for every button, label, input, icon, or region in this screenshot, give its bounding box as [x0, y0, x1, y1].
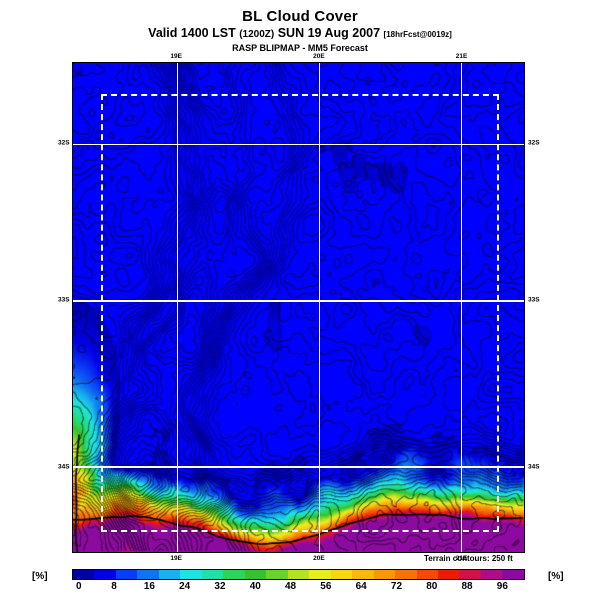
colorbar-swatch	[395, 570, 417, 579]
graticule-meridian	[318, 63, 321, 552]
colorbar-swatch	[502, 570, 524, 579]
colorbar-tick: 8	[111, 581, 117, 592]
colorbar-swatch	[201, 570, 224, 579]
colorbar-swatch	[330, 570, 353, 579]
graticule-meridian	[460, 63, 463, 552]
graticule-meridian	[176, 63, 179, 552]
graticule-parallel	[73, 300, 524, 302]
longitude-tick-label: 20E	[313, 555, 325, 562]
colorbar-unit-left: [%]	[32, 571, 48, 582]
longitude-tick-label: 21E	[455, 555, 468, 562]
colorbar-tick: 96	[496, 581, 508, 592]
colorbar-legend: [%] [%] 0 8 16 24 32 40 48 56 64 72 80 88 96	[0, 568, 600, 600]
longitude-tick-label: 19E	[170, 53, 182, 60]
colorbar-tick: 64	[355, 581, 367, 592]
colorbar-swatch	[437, 570, 460, 579]
page-title: BL Cloud Cover	[242, 8, 358, 25]
model-source-line: RASP BLIPMAP - MM5 Forecast	[232, 43, 368, 53]
colorbar-tick: 40	[249, 581, 261, 592]
valid-time-local: Valid 1400 LST	[148, 26, 236, 40]
longitude-tick-label: 20E	[313, 53, 325, 60]
colorbar-gradient[interactable]	[72, 569, 525, 580]
colorbar-swatch	[416, 570, 438, 579]
map-plot-area[interactable]	[72, 62, 525, 553]
valid-time-line: Valid 1400 LST (1200Z) SUN 19 Aug 2007 […	[0, 26, 600, 42]
valid-time-utc: (1200Z)	[239, 29, 275, 40]
cloud-cover-heatmap	[73, 63, 524, 552]
latitude-tick-label: 34S	[58, 463, 70, 471]
forecast-stamp: [18hrFcst@0019z]	[383, 30, 452, 39]
colorbar-swatch	[244, 570, 267, 579]
valid-date: SUN 19 Aug 2007	[277, 26, 381, 40]
latitude-tick-label: 33S	[58, 296, 70, 304]
colorbar-tick: 48	[285, 581, 297, 592]
latitude-tick-label: 32S	[528, 139, 540, 147]
colorbar-swatch	[480, 570, 503, 579]
colorbar-swatch	[158, 570, 181, 579]
longitude-tick-label: 21E	[455, 53, 468, 60]
colorbar-tick: 80	[426, 581, 438, 592]
colorbar-swatch	[223, 570, 245, 579]
colorbar-swatch	[94, 570, 116, 579]
title-block: BL Cloud Cover Valid 1400 LST (1200Z) SU…	[0, 8, 600, 54]
colorbar-swatch	[287, 570, 310, 579]
colorbar-swatch	[180, 570, 202, 579]
colorbar-tick: 56	[320, 581, 332, 592]
colorbar-tick: 24	[179, 581, 191, 592]
colorbar-swatch	[309, 570, 331, 579]
latitude-tick-label: 32S	[58, 139, 70, 147]
colorbar-tick: 16	[143, 581, 155, 592]
latitude-tick-label: 33S	[528, 296, 540, 304]
colorbar-tick: 72	[390, 581, 403, 592]
colorbar-swatch	[73, 570, 95, 579]
colorbar-swatch	[459, 570, 481, 579]
colorbar-tick: 32	[214, 581, 226, 592]
colorbar-swatch	[137, 570, 159, 579]
longitude-tick-label: 19E	[170, 555, 182, 562]
colorbar-swatch	[115, 570, 138, 579]
colorbar-unit-right: [%]	[548, 571, 564, 582]
colorbar-tick-labels: 0 8 16 24 32 40 48 56 64 72 80 88 96	[72, 581, 525, 595]
terrain-contour-note: Terrain contours: 250 ft	[424, 554, 513, 563]
graticule-parallel	[73, 466, 524, 468]
colorbar-swatch	[266, 570, 288, 579]
colorbar-tick: 88	[461, 581, 473, 592]
colorbar-swatch	[373, 570, 396, 579]
latitude-tick-label: 34S	[528, 463, 540, 471]
colorbar-swatch	[352, 570, 374, 579]
graticule-parallel	[73, 143, 524, 146]
colorbar-tick: 0	[76, 581, 82, 592]
